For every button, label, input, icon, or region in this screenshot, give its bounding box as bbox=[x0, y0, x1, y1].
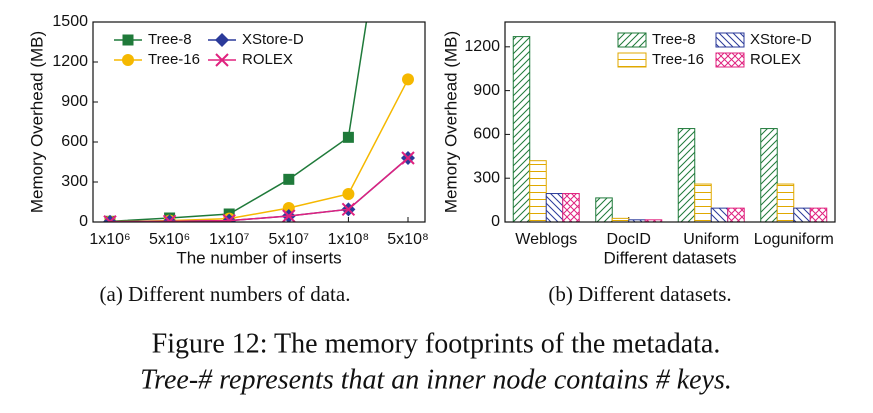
x-tick-label: 1x10⁷ bbox=[209, 231, 250, 248]
x-axis-title: The number of inserts bbox=[176, 248, 341, 267]
legend-label: Tree-16 bbox=[652, 51, 704, 68]
legend-swatch bbox=[715, 52, 745, 68]
figure-caption-italic: Tree-# represents that an inner node con… bbox=[140, 364, 732, 395]
x-tick-label: DocID bbox=[607, 231, 651, 248]
bar bbox=[512, 36, 531, 222]
marker bbox=[215, 53, 229, 67]
y-tick-label: 0 bbox=[491, 213, 500, 230]
y-tick-label: 600 bbox=[61, 133, 88, 150]
subcaption: (b) Different datasets. bbox=[548, 282, 731, 306]
marker bbox=[341, 202, 356, 217]
series-line bbox=[109, 157, 409, 222]
bar bbox=[776, 183, 795, 222]
x-tick-label: 1x10⁶ bbox=[89, 231, 130, 248]
y-tick-label: 1500 bbox=[52, 13, 88, 30]
marker bbox=[283, 173, 295, 185]
marker bbox=[103, 214, 117, 222]
series-line bbox=[109, 78, 409, 222]
marker bbox=[282, 202, 295, 214]
figure-caption: Figure 12: The memory footprints of the … bbox=[152, 328, 721, 359]
bar bbox=[644, 219, 663, 222]
marker bbox=[402, 73, 414, 86]
y-tick-label: 900 bbox=[61, 93, 88, 110]
bar bbox=[694, 183, 712, 222]
marker bbox=[215, 33, 229, 47]
bar bbox=[793, 207, 811, 222]
marker bbox=[401, 151, 415, 165]
plot-area bbox=[103, 22, 415, 222]
subcaption: (a) Different numbers of data. bbox=[100, 282, 351, 306]
x-tick-label: Loguniform bbox=[754, 231, 834, 248]
bar bbox=[562, 193, 580, 222]
bar bbox=[727, 207, 745, 222]
legend-label: Tree-8 bbox=[652, 31, 696, 48]
y-tick-label: 1200 bbox=[464, 38, 500, 55]
plot-area bbox=[512, 36, 828, 222]
legend-swatch bbox=[617, 52, 647, 68]
marker bbox=[342, 131, 354, 143]
x-tick-label: 1x10⁸ bbox=[328, 231, 369, 248]
marker bbox=[342, 188, 355, 200]
legend-label: Tree-8 bbox=[148, 31, 192, 48]
y-tick-label: 300 bbox=[473, 169, 500, 186]
legend-label: Tree-16 bbox=[148, 51, 200, 68]
series-line bbox=[109, 22, 368, 222]
marker bbox=[162, 214, 177, 222]
bar bbox=[809, 207, 828, 222]
y-tick-label: 300 bbox=[61, 173, 88, 190]
y-axis-title: Memory Overhead (MB) bbox=[27, 31, 46, 213]
marker bbox=[222, 213, 236, 222]
bar bbox=[677, 128, 696, 222]
legend-swatch bbox=[617, 32, 647, 48]
y-tick-label: 900 bbox=[473, 82, 500, 99]
marker bbox=[122, 54, 134, 66]
bar bbox=[760, 128, 778, 222]
marker bbox=[122, 34, 134, 46]
y-tick-label: 600 bbox=[473, 126, 500, 143]
bar bbox=[595, 197, 613, 222]
plot-frame bbox=[504, 21, 836, 223]
plot-frame bbox=[92, 21, 426, 223]
marker bbox=[282, 209, 296, 222]
bar bbox=[710, 207, 729, 222]
x-tick-label: 5x10⁶ bbox=[149, 231, 190, 248]
bar bbox=[545, 193, 564, 222]
legend-label: ROLEX bbox=[242, 51, 293, 68]
x-axis-title: Different datasets bbox=[604, 248, 737, 267]
legend-label: ROLEX bbox=[750, 51, 801, 68]
y-tick-label: 0 bbox=[79, 213, 88, 230]
legend-swatch bbox=[715, 32, 745, 48]
x-tick-label: Weblogs bbox=[515, 231, 577, 248]
marker bbox=[162, 214, 177, 222]
legend-label: XStore-D bbox=[242, 31, 304, 48]
y-tick-label: 1200 bbox=[52, 53, 88, 70]
legend-label: XStore-D bbox=[750, 31, 812, 48]
bar bbox=[529, 160, 547, 222]
x-tick-label: 5x10⁸ bbox=[387, 231, 428, 248]
x-tick-label: Uniform bbox=[683, 231, 739, 248]
series-line bbox=[109, 157, 409, 222]
y-axis-title: Memory Overhead (MB) bbox=[441, 31, 460, 213]
x-tick-label: 5x10⁷ bbox=[269, 231, 310, 248]
